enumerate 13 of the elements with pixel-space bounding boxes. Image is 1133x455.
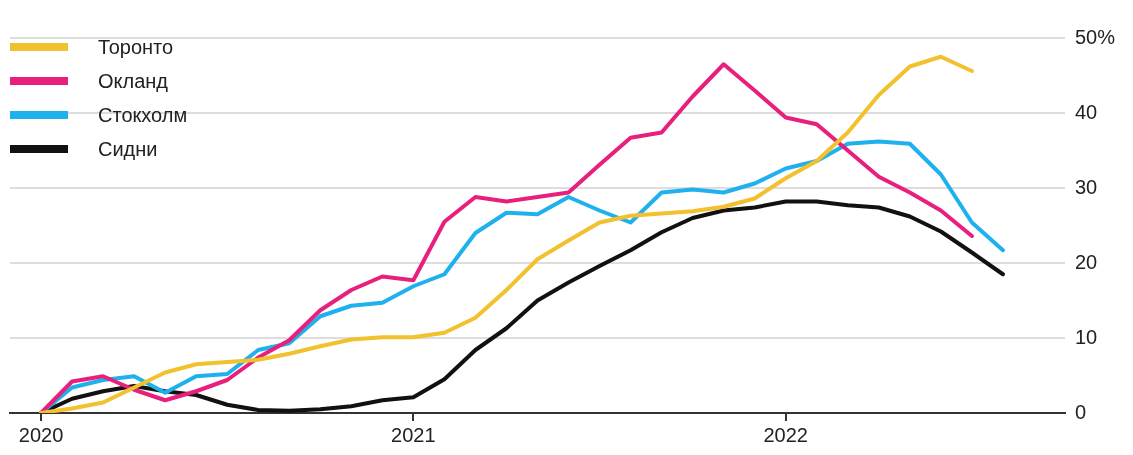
y-tick-label: 30: [1074, 175, 1098, 198]
x-tick-label: 2020: [18, 423, 64, 446]
x-tick-label: 2022: [763, 423, 808, 446]
y-tick-label: 20: [1074, 250, 1098, 273]
y-tick-label: 40: [1074, 100, 1098, 123]
legend-label: Окланд: [98, 69, 169, 93]
legend-label: Сидни: [98, 137, 158, 161]
y-tick-label: 0: [1074, 400, 1087, 423]
y-tick-label: 50%: [1074, 25, 1116, 48]
y-tick-label: 10: [1074, 325, 1098, 348]
legend-label: Стокхолм: [98, 103, 188, 127]
legend-label: Торонто: [98, 35, 174, 59]
x-tick-label: 2021: [391, 423, 436, 446]
